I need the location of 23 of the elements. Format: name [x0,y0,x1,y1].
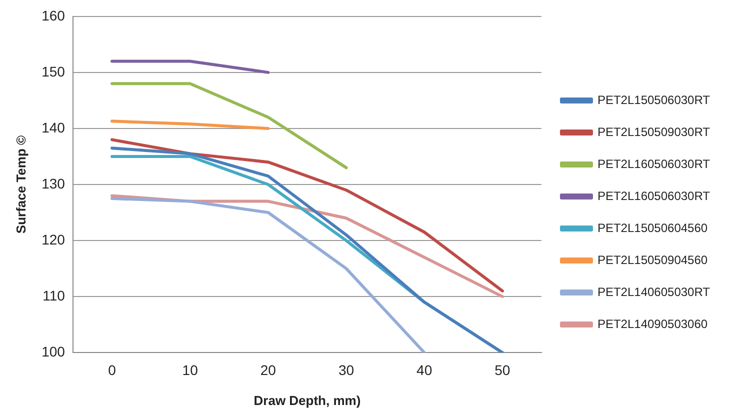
y-axis-title: Surface Temp © [13,134,28,234]
x-tick-label: 30 [338,362,354,378]
legend-label: PET2L14090503060 [597,316,708,331]
legend-label: PET2L160506030RT [597,156,711,171]
x-tick-label: 20 [260,362,276,378]
x-tick-label: 0 [108,362,116,378]
legend-label: PET2L150506030RT [597,92,711,107]
legend-label: PET2L150509030RT [597,124,711,139]
legend-label: PET2L140605030RT [597,284,711,299]
y-tick-label: 110 [42,287,66,304]
y-tick-label: 100 [42,343,66,360]
x-tick-label: 50 [494,362,510,378]
y-tick-label: 140 [42,119,66,136]
y-tick-label: 150 [42,63,66,80]
x-tick-label: 40 [416,362,432,378]
y-tick-label: 160 [42,7,66,24]
y-tick-label: 120 [42,231,66,248]
legend-label: PET2L160506030RT [597,188,711,203]
x-axis-title: Draw Depth, mm) [254,392,361,408]
legend-label: PET2L15050904560 [597,252,708,267]
x-tick-label: 10 [182,362,198,378]
legend-label: PET2L15050604560 [597,220,708,235]
y-tick-label: 130 [42,175,66,192]
